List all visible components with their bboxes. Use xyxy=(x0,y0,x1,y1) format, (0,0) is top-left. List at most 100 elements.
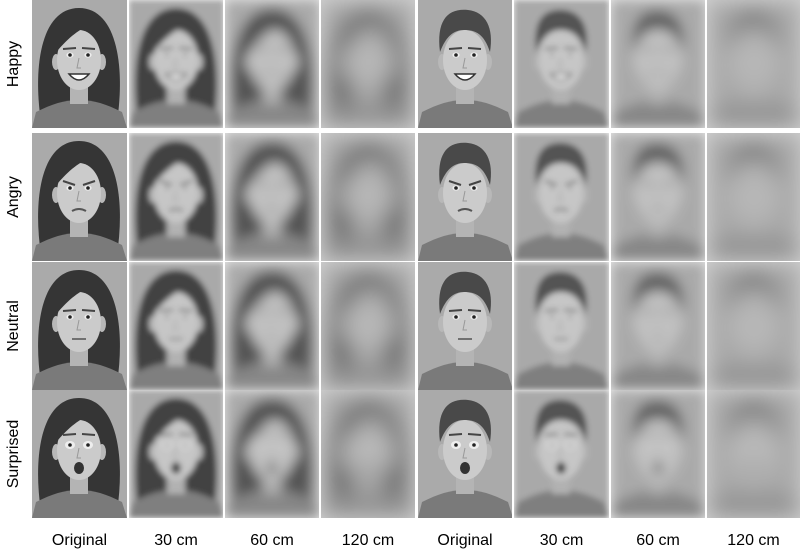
eyebrow xyxy=(178,309,193,312)
eyebrow xyxy=(81,309,96,312)
eyebrow xyxy=(82,180,96,186)
pupil xyxy=(568,186,572,190)
nose xyxy=(462,447,467,459)
nose xyxy=(173,190,178,202)
shirt xyxy=(514,490,609,518)
eyebrow xyxy=(62,47,77,50)
nose xyxy=(655,190,660,202)
face-image xyxy=(32,262,127,390)
bangs xyxy=(251,412,285,440)
photo xyxy=(707,262,800,390)
photo xyxy=(611,0,705,128)
nose xyxy=(558,190,563,202)
eyebrow xyxy=(641,180,655,186)
column-label: Original xyxy=(437,532,492,549)
contrast-fade xyxy=(611,133,705,261)
shirt xyxy=(611,362,705,390)
bangs xyxy=(251,284,285,312)
face-image xyxy=(611,133,705,261)
mouth xyxy=(171,462,181,474)
pupil xyxy=(279,53,283,57)
shirt xyxy=(611,490,705,518)
shirt xyxy=(418,233,512,261)
photo xyxy=(611,390,705,518)
eyebrow xyxy=(468,180,482,186)
face-image xyxy=(129,390,223,518)
nose xyxy=(655,57,660,69)
photo xyxy=(418,390,512,518)
nose xyxy=(76,447,81,459)
pupil xyxy=(472,186,476,190)
eyebrow xyxy=(81,47,96,50)
photo xyxy=(514,390,609,518)
eyebrow xyxy=(255,47,270,50)
nose xyxy=(76,319,81,331)
eyebrow xyxy=(274,309,289,312)
contrast-fade xyxy=(129,0,223,128)
shirt xyxy=(32,362,127,390)
contrast-fade xyxy=(225,390,319,518)
nose xyxy=(269,57,274,69)
eyebrow xyxy=(448,47,463,50)
mouth xyxy=(650,208,666,212)
pupil xyxy=(550,186,554,190)
eyebrow xyxy=(544,309,559,312)
contrast-fade xyxy=(707,0,800,128)
bangs xyxy=(155,284,189,312)
photo xyxy=(225,0,319,128)
face-image xyxy=(129,133,223,261)
face-image xyxy=(225,262,319,390)
mouth xyxy=(453,73,477,81)
nose xyxy=(76,57,81,69)
photo xyxy=(418,133,512,261)
photo xyxy=(129,133,223,261)
eyebrow xyxy=(62,309,77,312)
face-image xyxy=(514,262,609,390)
row-label: Surprised xyxy=(5,420,22,488)
shirt xyxy=(514,100,609,128)
shirt xyxy=(514,362,609,390)
column-label: 120 cm xyxy=(342,532,394,549)
pupil xyxy=(261,53,265,57)
eyebrow xyxy=(544,180,558,186)
bangs xyxy=(251,155,285,183)
hair xyxy=(535,399,588,442)
column-label: 60 cm xyxy=(636,532,680,549)
contrast-fade xyxy=(707,390,800,518)
pupil xyxy=(647,186,651,190)
eyebrow xyxy=(564,180,578,186)
eyebrow xyxy=(563,47,578,50)
eyebrow xyxy=(544,47,559,50)
photo xyxy=(611,133,705,261)
hair xyxy=(439,271,492,314)
pupil xyxy=(86,443,90,447)
bangs xyxy=(58,412,92,440)
row-label: Angry xyxy=(5,176,22,218)
pupil xyxy=(647,443,651,447)
contrast-fade xyxy=(129,262,223,390)
nose xyxy=(558,447,563,459)
mouth xyxy=(460,462,470,474)
hair xyxy=(632,142,685,185)
mouth xyxy=(164,73,188,81)
face-image xyxy=(225,390,319,518)
photo xyxy=(611,262,705,390)
face-image xyxy=(225,0,319,128)
face-image xyxy=(129,0,223,128)
contrast-fade xyxy=(707,133,800,261)
bangs xyxy=(155,412,189,440)
pupil xyxy=(550,443,554,447)
shirt xyxy=(129,362,223,390)
nose xyxy=(173,319,178,331)
nose xyxy=(558,319,563,331)
pupil xyxy=(68,443,72,447)
pupil xyxy=(165,53,169,57)
face-image xyxy=(32,0,127,128)
eyebrow xyxy=(660,433,675,436)
eyebrow xyxy=(255,180,269,186)
mouth xyxy=(264,208,280,212)
eyebrow xyxy=(159,180,173,186)
bangs xyxy=(155,22,189,50)
mouth xyxy=(556,462,566,474)
face-image xyxy=(32,133,127,261)
